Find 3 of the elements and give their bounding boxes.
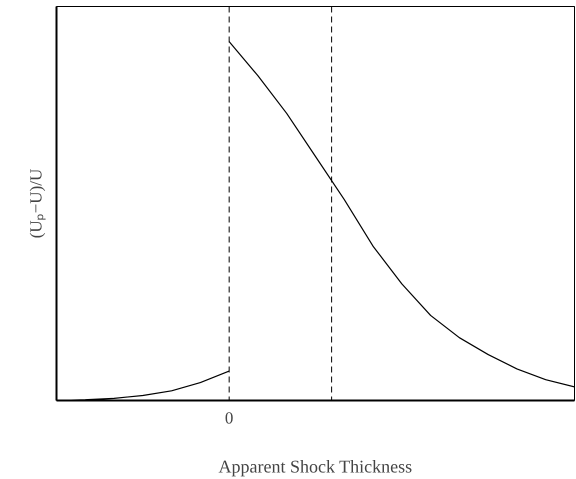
text: 0 [224, 408, 234, 428]
x-axis-title: Apparent Shock Thickness [218, 456, 412, 476]
y-axis-title: (Uₚ−U)/U [26, 168, 46, 238]
